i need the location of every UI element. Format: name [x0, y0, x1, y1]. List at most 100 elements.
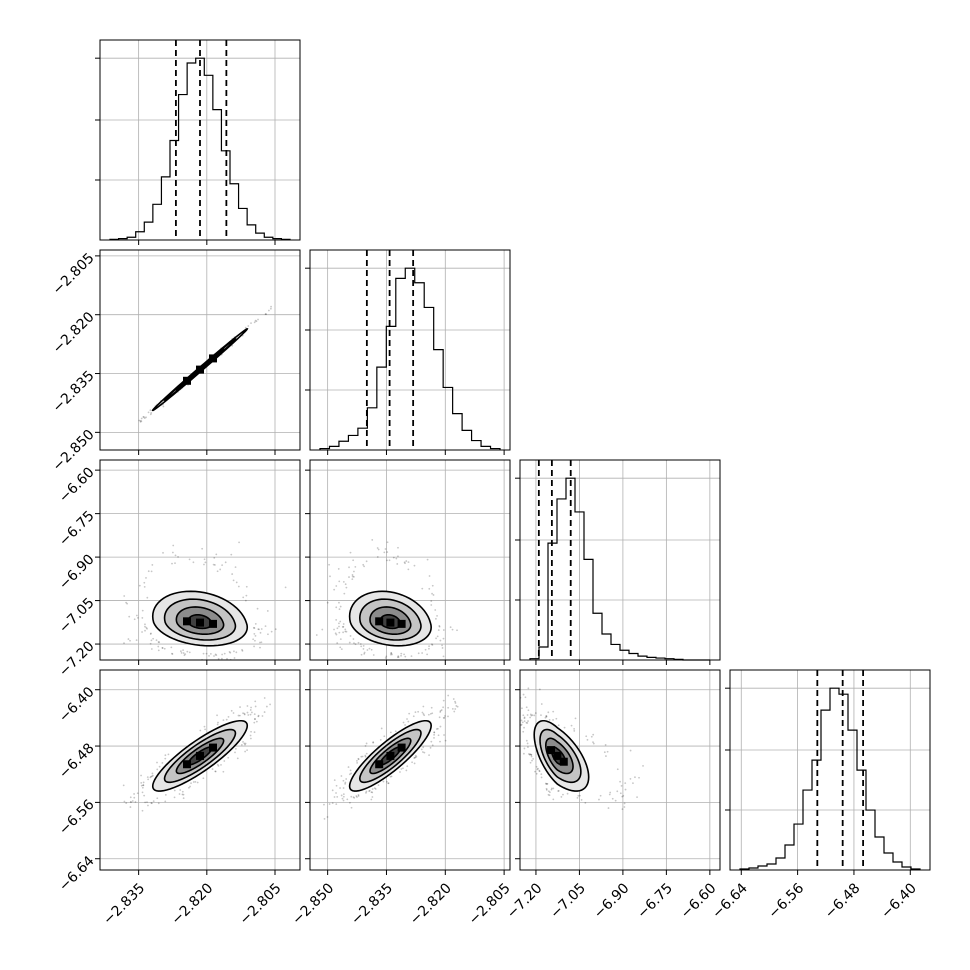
sample-point	[234, 751, 236, 754]
sample-point	[253, 633, 256, 635]
sample-point	[388, 559, 391, 562]
sample-point	[144, 629, 146, 632]
sample-point	[135, 639, 138, 642]
sample-point	[422, 705, 425, 708]
sample-point	[527, 720, 529, 722]
sample-point	[136, 792, 139, 795]
sample-point	[238, 541, 240, 544]
sample-point	[623, 802, 626, 805]
x-tick-label: −2.835	[100, 880, 148, 928]
sample-point	[267, 633, 269, 636]
sample-point	[338, 631, 341, 634]
sample-point	[428, 754, 430, 757]
sample-point	[182, 797, 185, 800]
sample-point	[453, 710, 456, 713]
sample-point	[143, 585, 146, 588]
sample-point	[249, 737, 252, 740]
sample-point	[527, 753, 530, 755]
sample-point	[192, 561, 195, 564]
sample-point	[526, 714, 529, 716]
y-tick-label: −7.05	[56, 595, 98, 637]
density-peak-cell	[547, 746, 556, 755]
sample-point	[364, 745, 367, 747]
sample-point	[410, 655, 413, 658]
sample-point	[240, 743, 243, 746]
sample-point	[548, 718, 551, 721]
sample-point	[250, 706, 252, 709]
sample-point	[439, 740, 441, 743]
sample-point	[377, 784, 380, 787]
sample-point	[386, 551, 389, 553]
sample-point	[331, 802, 334, 805]
sample-point	[219, 568, 222, 571]
sample-point	[530, 714, 533, 717]
sample-point	[203, 563, 205, 566]
sample-point	[246, 705, 249, 707]
sample-point	[400, 652, 403, 655]
sample-points	[123, 541, 287, 660]
sample-point	[379, 738, 382, 741]
sample-point	[584, 802, 587, 804]
sample-point	[225, 718, 228, 721]
sample-point	[365, 752, 368, 755]
sample-points	[315, 539, 458, 667]
sample-point	[592, 742, 595, 745]
sample-point	[232, 712, 235, 714]
sample-point	[253, 713, 256, 716]
sample-point	[611, 797, 614, 800]
x-tick-label: −6.56	[766, 880, 808, 922]
sample-point	[394, 665, 396, 667]
sample-point	[344, 781, 347, 784]
sample-point	[404, 724, 406, 726]
sample-point	[370, 648, 373, 651]
sample-point	[413, 564, 416, 567]
sample-point	[527, 687, 530, 690]
sample-point	[125, 601, 128, 604]
sample-point	[414, 756, 417, 759]
sample-point	[396, 563, 399, 565]
sample-point	[397, 546, 399, 549]
sample-point	[259, 641, 261, 644]
sample-point	[592, 741, 594, 744]
sample-point	[384, 657, 387, 659]
sample-point	[437, 734, 440, 737]
sample-point	[336, 642, 339, 644]
sample-point	[383, 551, 386, 554]
sample-point	[397, 555, 399, 558]
sample-point	[348, 773, 351, 776]
sample-point	[342, 779, 345, 782]
sample-point	[619, 780, 621, 783]
sample-point	[373, 787, 376, 790]
sample-point	[348, 566, 350, 569]
sample-point	[560, 796, 563, 798]
sample-point	[342, 793, 345, 796]
sample-point	[249, 734, 252, 737]
sample-point	[158, 765, 161, 768]
sample-point	[156, 797, 159, 800]
sample-point	[138, 419, 141, 422]
sample-point	[386, 541, 389, 544]
sample-point	[365, 742, 368, 745]
sample-point	[345, 586, 348, 589]
sample-point	[250, 711, 253, 714]
sample-point	[331, 789, 334, 792]
sample-point	[123, 800, 126, 803]
sample-point	[424, 648, 427, 651]
sample-point	[353, 797, 356, 799]
sample-point	[326, 601, 329, 604]
sample-point	[433, 737, 435, 739]
sample-point	[355, 795, 358, 797]
sample-point	[616, 768, 619, 771]
sample-point	[230, 553, 233, 556]
sample-point	[586, 738, 589, 741]
sample-point	[417, 710, 420, 713]
sample-point	[150, 648, 153, 650]
sample-point	[383, 735, 386, 738]
sample-point	[580, 799, 583, 801]
sample-point	[162, 551, 164, 554]
sample-point	[523, 747, 526, 750]
sample-point	[147, 570, 150, 573]
sample-point	[348, 576, 350, 578]
sample-point	[430, 706, 433, 709]
sample-point	[125, 802, 128, 804]
